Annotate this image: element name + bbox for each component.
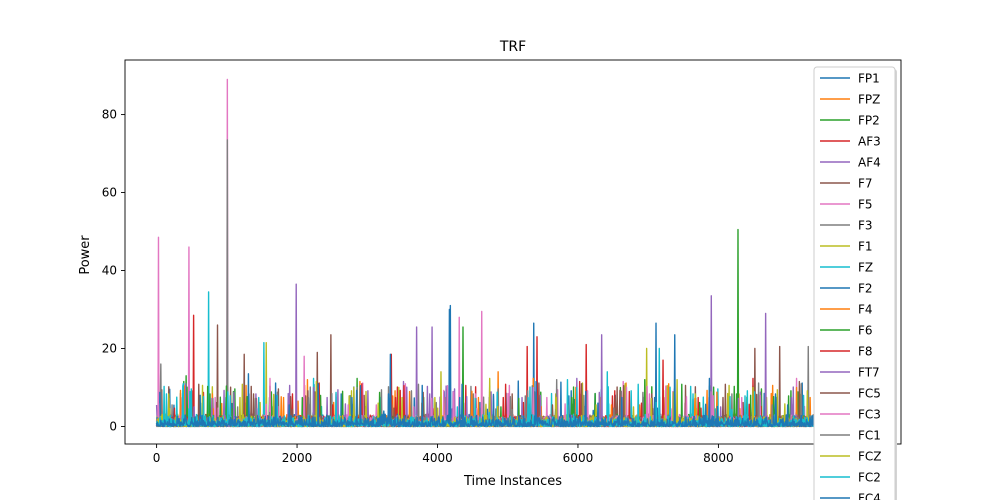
legend-box <box>813 66 896 500</box>
series-line-fc4 <box>155 308 860 428</box>
x-tick-label: 0 <box>153 451 161 465</box>
legend-label-fc5: FC5 <box>858 387 881 401</box>
legend-label-fpz: FPZ <box>858 93 880 107</box>
x-ticks: 0 2000 4000 6000 8000 <box>153 444 734 465</box>
legend-label-fc3: FC3 <box>858 408 881 422</box>
legend-label-f6: F6 <box>858 324 873 338</box>
legend-label-af3: AF3 <box>858 135 881 149</box>
y-tick-label: 0 <box>109 419 117 433</box>
y-tick-label: 20 <box>102 341 117 355</box>
legend-label-f8: F8 <box>858 345 873 359</box>
chart-title: TRF <box>499 39 526 55</box>
x-tick-label: 4000 <box>422 451 453 465</box>
legend-label-af4: AF4 <box>858 156 881 170</box>
x-tick-label: 8000 <box>703 451 734 465</box>
legend-label-f1: F1 <box>858 240 873 254</box>
legend-label-f2: F2 <box>858 282 873 296</box>
axes-frame <box>124 59 902 445</box>
y-tick-label: 60 <box>102 186 117 200</box>
series-layer <box>155 78 860 428</box>
legend-label-f7: F7 <box>858 177 873 191</box>
x-tick-label: 2000 <box>282 451 313 465</box>
x-tick-label: 6000 <box>563 451 594 465</box>
legend-label-fp2: FP2 <box>858 114 880 128</box>
legend-label-fp1: FP1 <box>858 72 880 86</box>
y-ticks: 0 20 40 60 80 <box>102 108 125 433</box>
legend-label-f5: F5 <box>858 198 873 212</box>
legend-label-fz: FZ <box>858 261 873 275</box>
legend: FP1 FPZ FP2 AF3 AF4 F7 F5 F3 F1 FZ F2 F4 F6 F8 FT7 FC5 F… <box>813 66 897 500</box>
y-axis-label: Power <box>78 235 93 275</box>
y-tick-label: 80 <box>102 108 117 122</box>
legend-label-fc4: FC4 <box>858 492 881 500</box>
x-axis-label: Time Instances <box>463 474 562 489</box>
y-tick-label: 40 <box>102 264 117 278</box>
legend-label-fc2: FC2 <box>858 471 881 485</box>
legend-label-ft7: FT7 <box>858 366 880 380</box>
legend-label-fc1: FC1 <box>858 429 881 443</box>
legend-label-f4: F4 <box>858 303 873 317</box>
legend-label-f3: F3 <box>858 219 873 233</box>
legend-label-fcz: FCZ <box>858 450 882 464</box>
